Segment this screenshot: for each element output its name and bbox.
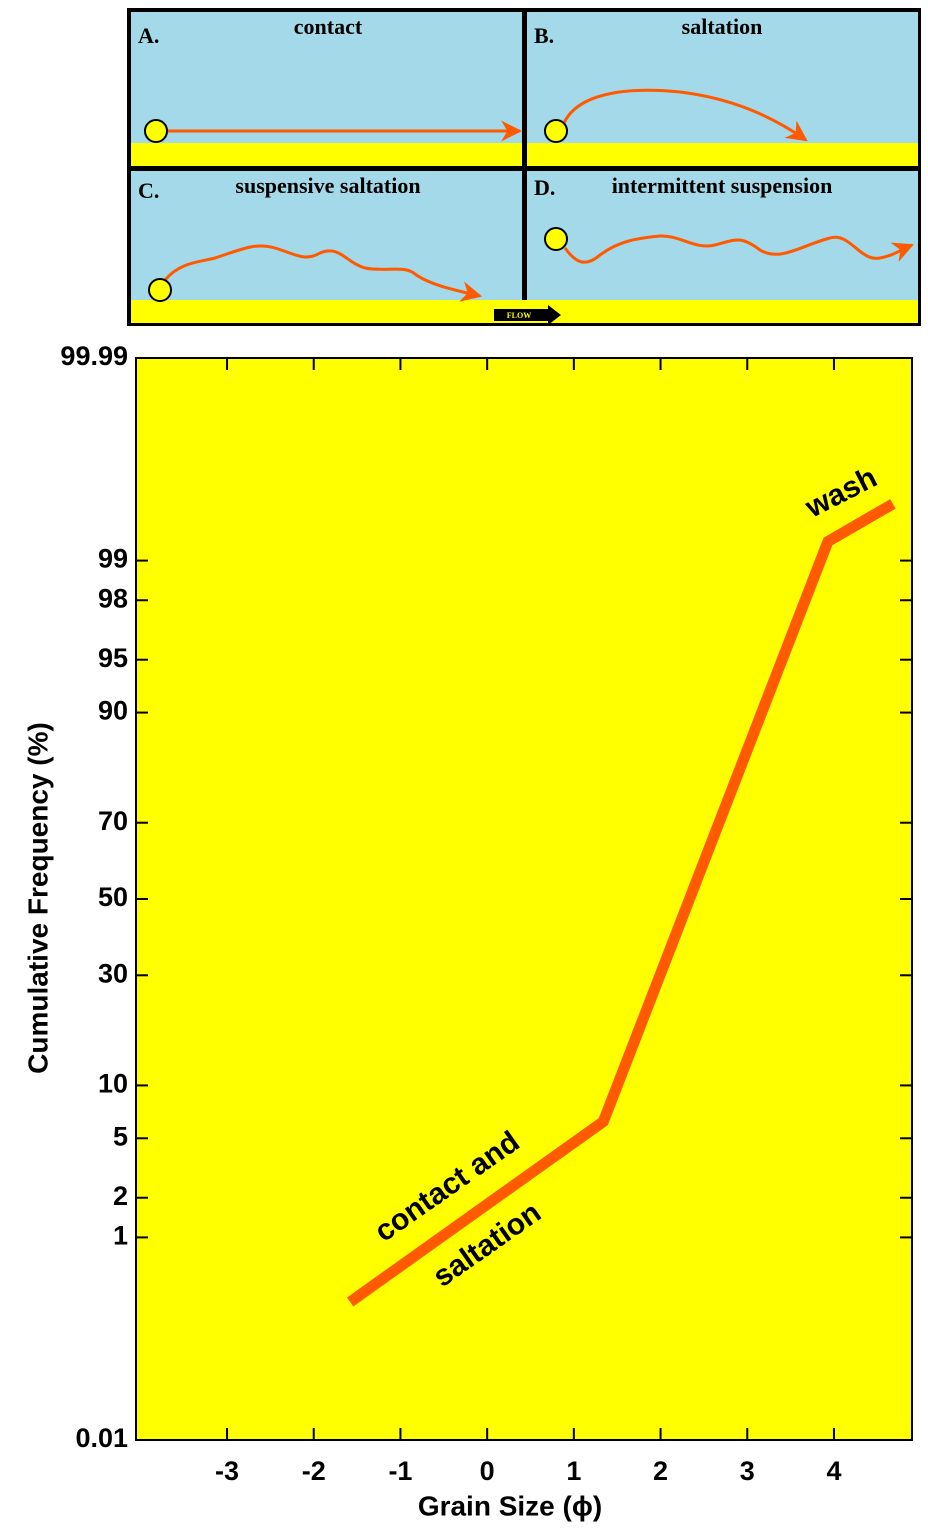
- y-tick-label: 90: [98, 696, 128, 726]
- y-tick-label: 50: [98, 882, 128, 912]
- grain: [544, 227, 568, 251]
- flow-label: FLOW: [507, 311, 531, 320]
- x-tick-label: 0: [480, 1456, 495, 1486]
- panel-letter: C.: [138, 178, 159, 203]
- diagram: A. contact B. saltation C. suspensive sa…: [127, 8, 921, 326]
- x-tick-label: -3: [215, 1456, 239, 1486]
- bed: [131, 143, 522, 166]
- y-tick-label: 95: [98, 643, 128, 673]
- y-axis-label: Cumulative Frequency (%): [22, 722, 53, 1074]
- panel-letter: A.: [138, 23, 159, 48]
- panel-title: saltation: [682, 14, 763, 39]
- y-tick-label: 2: [113, 1181, 128, 1211]
- panel-a: [131, 12, 522, 166]
- y-tick-label: 5: [113, 1121, 128, 1151]
- x-tick-label: 4: [826, 1456, 841, 1486]
- panel-title: suspensive saltation: [235, 173, 420, 198]
- panel-title: contact: [294, 14, 363, 39]
- path-arrow: [163, 244, 483, 302]
- data-line: [346, 499, 896, 1307]
- x-axis-label: Grain Size (ϕ): [418, 1490, 602, 1521]
- y-tick-label: 99: [98, 544, 128, 574]
- y-tick-label: 70: [98, 806, 128, 836]
- x-tick-label: 1: [566, 1456, 581, 1486]
- panel-c: [131, 171, 522, 323]
- y-tick-label: 0.01: [75, 1423, 128, 1453]
- y-tick-label: 98: [98, 583, 128, 613]
- x-tick-label: -2: [302, 1456, 326, 1486]
- flow-arrow: [494, 305, 561, 325]
- panel-letter: B.: [534, 23, 554, 48]
- panel-title: intermittent suspension: [612, 173, 833, 198]
- y-tick-label: 10: [98, 1069, 128, 1099]
- y-tick-label: 1: [113, 1221, 128, 1251]
- grain: [144, 119, 168, 143]
- x-tick-label: -1: [388, 1456, 412, 1486]
- y-tick-label: 99.99: [60, 341, 128, 371]
- bed: [527, 143, 918, 166]
- panel-letter: D.: [534, 175, 555, 200]
- grain: [148, 278, 172, 302]
- panel-b: [527, 12, 918, 166]
- x-tick-label: 2: [653, 1456, 668, 1486]
- y-tick-label: 30: [98, 958, 128, 988]
- path-arrow: [560, 88, 808, 142]
- path-arrow: [563, 234, 914, 264]
- x-tick-label: 3: [740, 1456, 755, 1486]
- grain: [544, 119, 568, 143]
- plot-area: [135, 357, 913, 1441]
